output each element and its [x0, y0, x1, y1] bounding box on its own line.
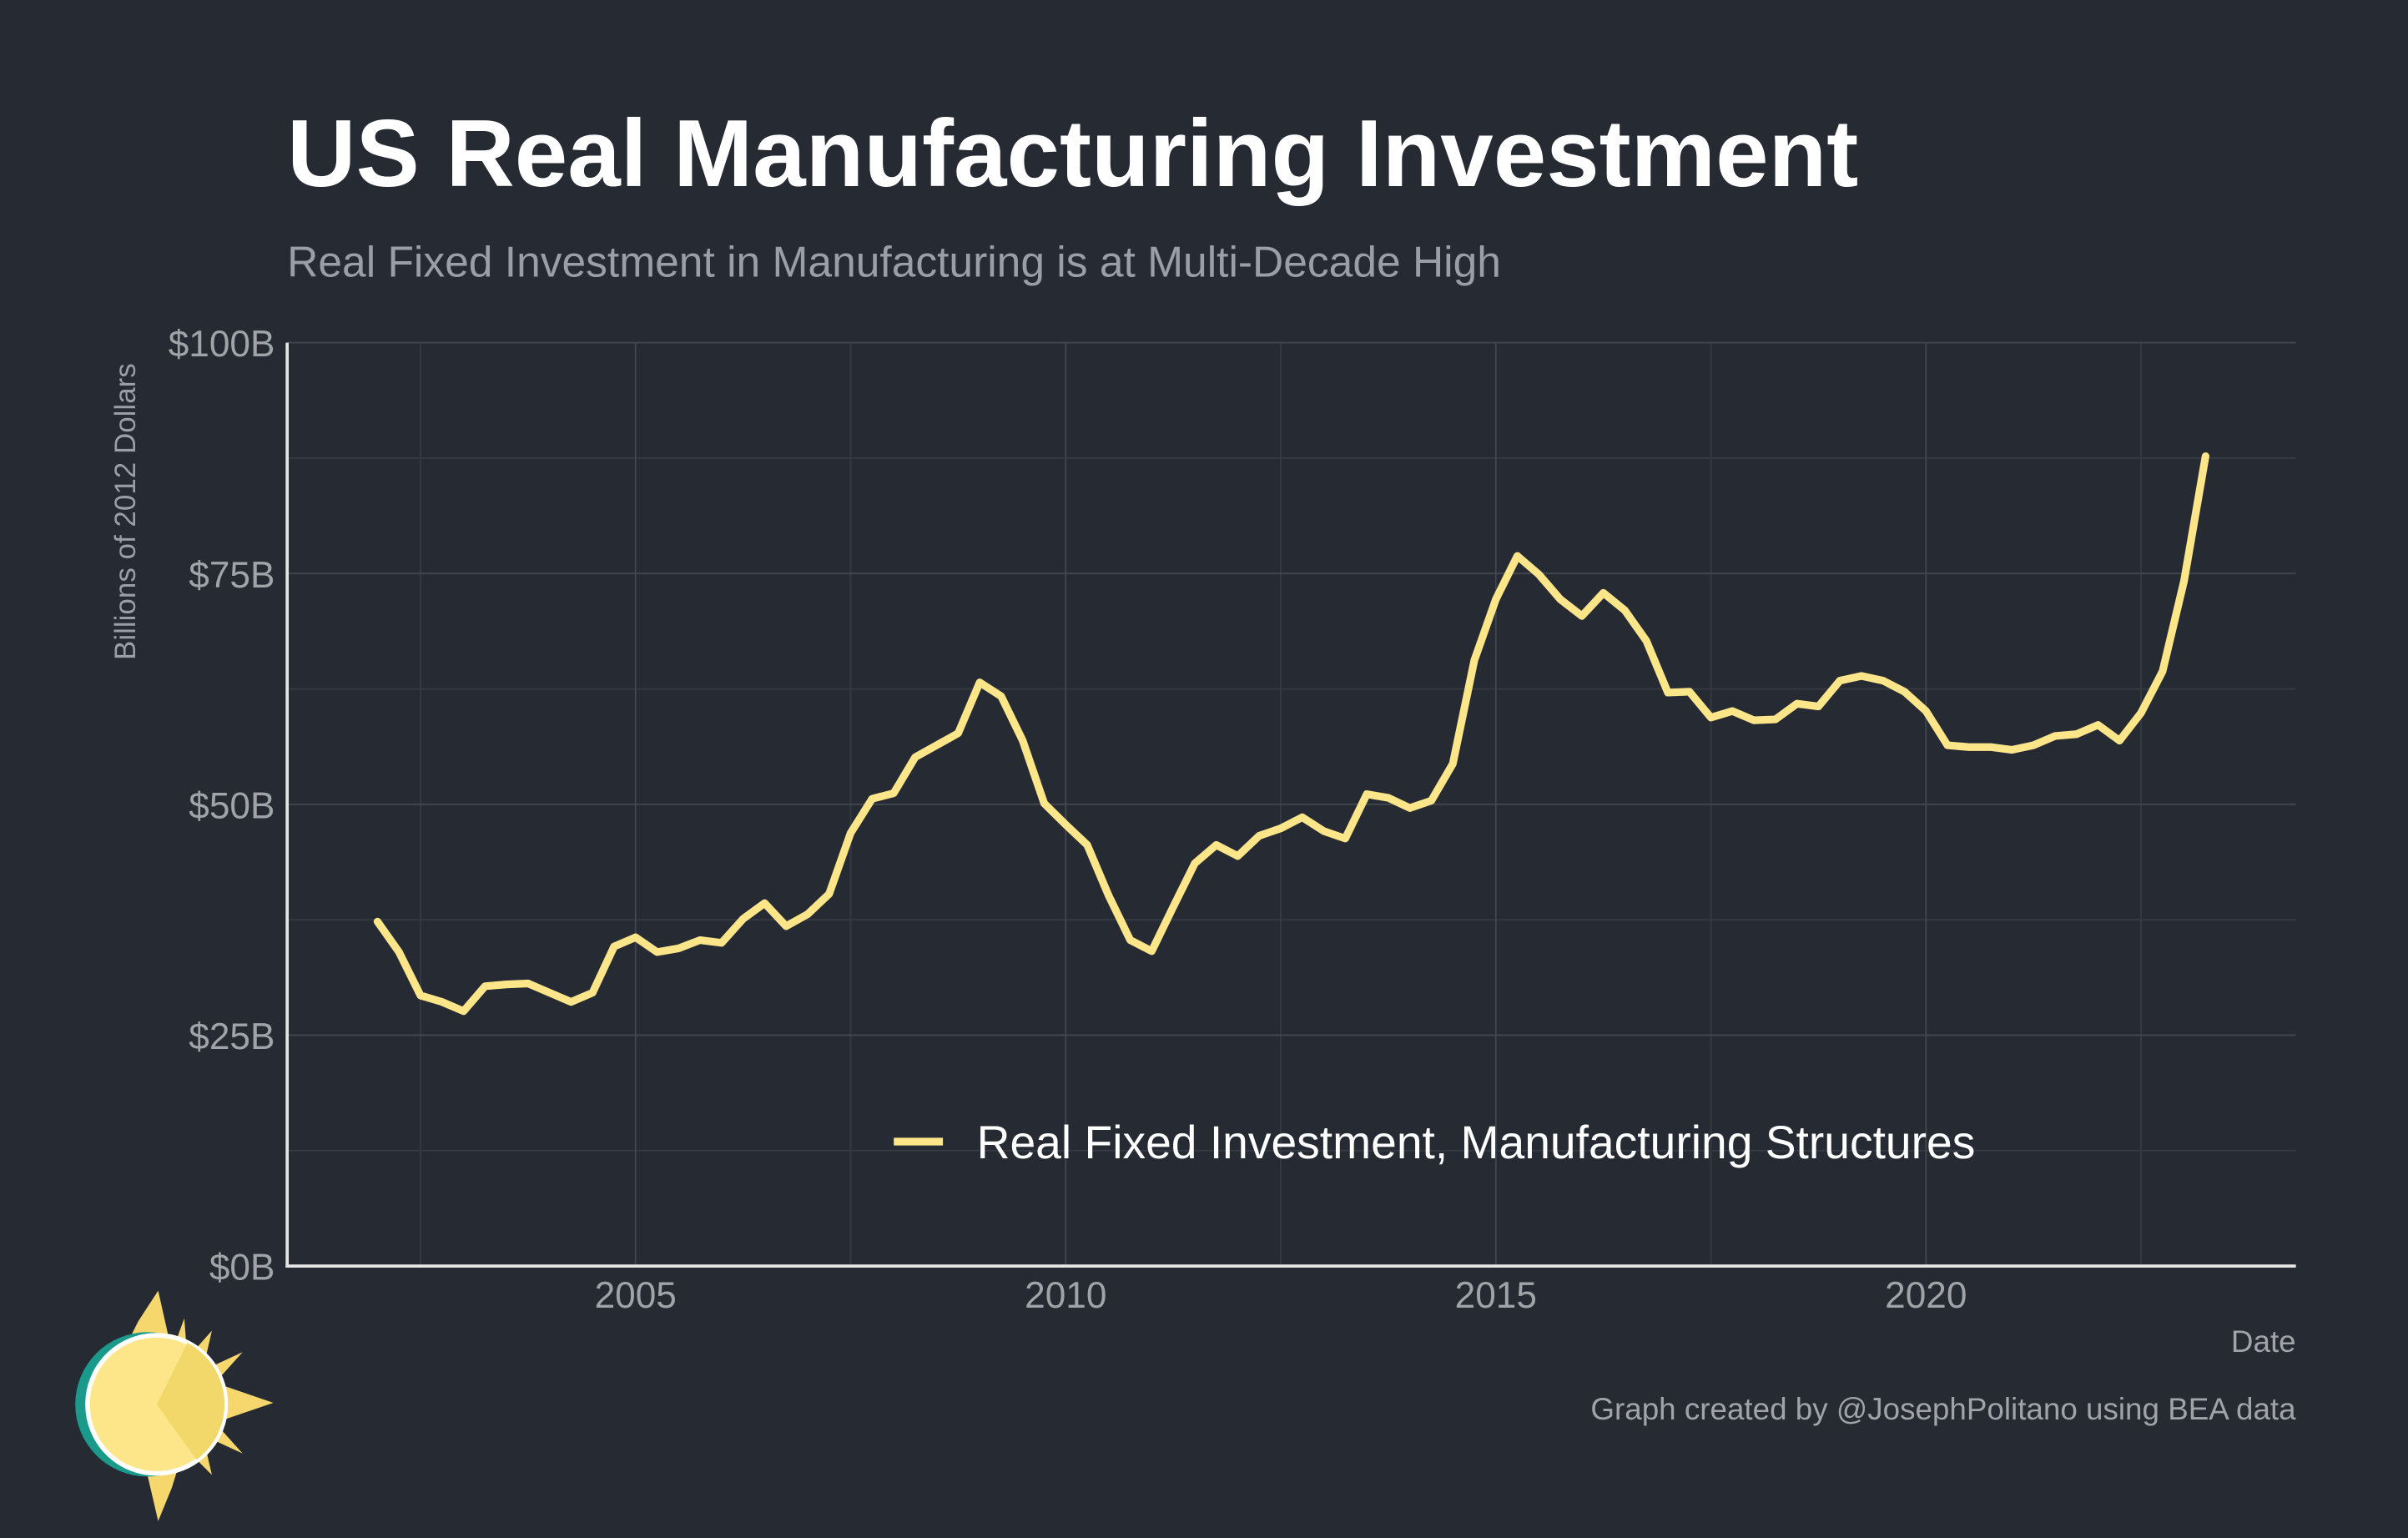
data-line: [373, 452, 2209, 1016]
y-tick-label: $50B: [189, 785, 275, 826]
chart-subtitle: Real Fixed Investment in Manufacturing i…: [287, 237, 1501, 285]
y-tick-label: $25B: [189, 1016, 275, 1057]
x-tick-label: 2015: [1455, 1275, 1537, 1316]
caption: Graph created by @JosephPolitano using B…: [1590, 1392, 2296, 1426]
logo-shade: [156, 1343, 225, 1460]
legend-label: Real Fixed Investment, Manufacturing Str…: [977, 1117, 1976, 1168]
x-tick-label: 2010: [1025, 1275, 1106, 1316]
y-tick-label: $100B: [169, 324, 275, 365]
y-tick-label: $0B: [209, 1248, 275, 1288]
y-axis-label: Billions of 2012 Dollars: [109, 363, 142, 660]
x-axis-label: Date: [2231, 1324, 2296, 1359]
y-tick-label: $75B: [189, 555, 275, 596]
x-tick-label: 2020: [1885, 1275, 1967, 1316]
chart-title: US Real Manufacturing Investment: [287, 101, 1858, 207]
x-tick-label: 2005: [595, 1275, 677, 1316]
logo: [75, 1290, 274, 1521]
